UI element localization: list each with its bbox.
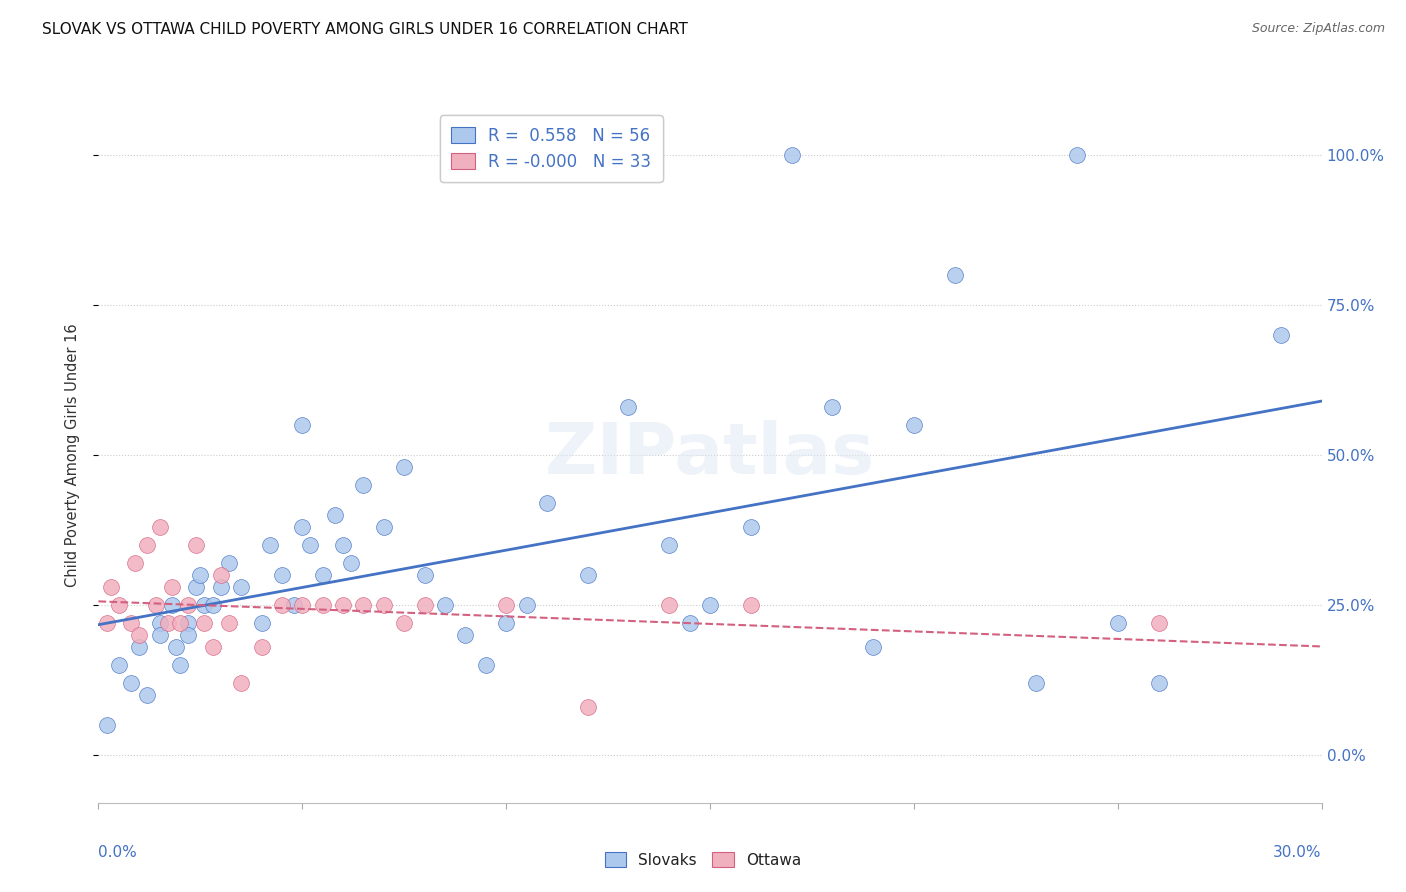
Point <box>201 598 224 612</box>
Point <box>291 417 314 432</box>
Point <box>474 657 498 672</box>
Point <box>454 628 477 642</box>
Text: SLOVAK VS OTTAWA CHILD POVERTY AMONG GIRLS UNDER 16 CORRELATION CHART: SLOVAK VS OTTAWA CHILD POVERTY AMONG GIR… <box>42 22 688 37</box>
Point <box>160 598 183 612</box>
Text: 30.0%: 30.0% <box>1274 845 1322 860</box>
Point <box>392 459 416 474</box>
Legend: R =  0.558   N = 56, R = -0.000   N = 33: R = 0.558 N = 56, R = -0.000 N = 33 <box>440 115 662 182</box>
Point <box>1025 676 1047 690</box>
Point <box>1066 148 1088 162</box>
Point <box>250 615 273 630</box>
Point <box>177 615 200 630</box>
Point <box>218 615 240 630</box>
Point <box>160 580 183 594</box>
Point <box>96 718 118 732</box>
Point <box>128 640 150 654</box>
Point <box>145 598 167 612</box>
Point <box>128 628 150 642</box>
Point <box>136 688 159 702</box>
Point <box>352 598 374 612</box>
Point <box>392 615 416 630</box>
Point <box>780 148 803 162</box>
Point <box>862 640 884 654</box>
Point <box>699 598 721 612</box>
Point <box>156 615 179 630</box>
Point <box>679 615 702 630</box>
Point <box>323 508 346 522</box>
Point <box>250 640 273 654</box>
Point <box>259 538 281 552</box>
Text: 0.0%: 0.0% <box>98 845 138 860</box>
Point <box>96 615 118 630</box>
Point <box>373 520 395 534</box>
Point <box>108 598 131 612</box>
Point <box>576 699 599 714</box>
Point <box>283 598 305 612</box>
Point <box>536 496 558 510</box>
Point <box>169 615 191 630</box>
Point <box>1147 676 1170 690</box>
Point <box>169 657 191 672</box>
Text: ZIPatlas: ZIPatlas <box>546 420 875 490</box>
Point <box>124 556 146 570</box>
Point <box>291 520 314 534</box>
Y-axis label: Child Poverty Among Girls Under 16: Child Poverty Among Girls Under 16 <box>65 323 80 587</box>
Point <box>1147 615 1170 630</box>
Point <box>201 640 224 654</box>
Point <box>312 567 335 582</box>
Point <box>495 615 517 630</box>
Point <box>658 538 681 552</box>
Point <box>177 598 200 612</box>
Point <box>136 538 159 552</box>
Point <box>373 598 395 612</box>
Point <box>340 556 363 570</box>
Point <box>120 615 142 630</box>
Point <box>299 538 322 552</box>
Point <box>177 628 200 642</box>
Point <box>413 598 436 612</box>
Point <box>209 567 232 582</box>
Point <box>821 400 844 414</box>
Point <box>149 615 172 630</box>
Point <box>186 538 208 552</box>
Point <box>516 598 538 612</box>
Point <box>413 567 436 582</box>
Point <box>291 598 314 612</box>
Point <box>495 598 517 612</box>
Legend: Slovaks, Ottawa: Slovaks, Ottawa <box>598 845 808 875</box>
Point <box>188 567 212 582</box>
Point <box>312 598 335 612</box>
Point <box>193 615 215 630</box>
Point <box>193 598 215 612</box>
Point <box>332 598 354 612</box>
Point <box>1107 615 1129 630</box>
Point <box>332 538 354 552</box>
Point <box>433 598 456 612</box>
Point <box>149 520 172 534</box>
Point <box>218 556 240 570</box>
Point <box>165 640 187 654</box>
Point <box>186 580 208 594</box>
Point <box>658 598 681 612</box>
Point <box>352 478 374 492</box>
Point <box>576 567 599 582</box>
Point <box>100 580 122 594</box>
Point <box>740 520 762 534</box>
Point <box>209 580 232 594</box>
Point <box>231 580 253 594</box>
Point <box>270 567 294 582</box>
Point <box>617 400 640 414</box>
Point <box>903 417 925 432</box>
Text: Source: ZipAtlas.com: Source: ZipAtlas.com <box>1251 22 1385 36</box>
Point <box>120 676 142 690</box>
Point <box>270 598 294 612</box>
Point <box>231 676 253 690</box>
Point <box>108 657 131 672</box>
Point <box>1270 328 1292 343</box>
Point <box>943 268 966 282</box>
Point <box>740 598 762 612</box>
Point <box>149 628 172 642</box>
